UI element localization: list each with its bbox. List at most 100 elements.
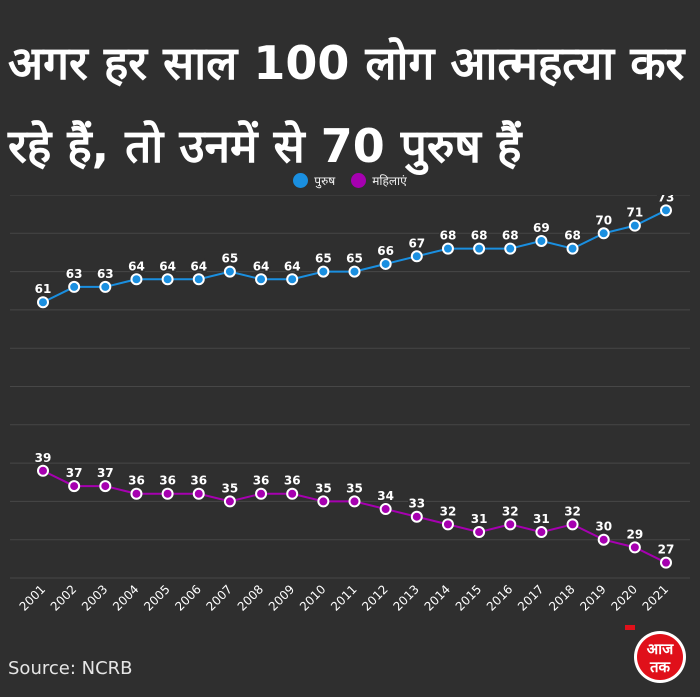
- data-point: [535, 526, 548, 539]
- data-label: 35: [315, 481, 332, 495]
- data-point: [192, 273, 205, 286]
- data-point: [473, 526, 486, 539]
- data-point: [504, 242, 517, 255]
- x-tick-label: 2019: [577, 582, 608, 613]
- data-point: [441, 242, 454, 255]
- legend-swatch-women: [351, 173, 367, 188]
- data-label: 39: [35, 451, 52, 465]
- data-point: [130, 487, 143, 500]
- x-tick-label: 2003: [79, 582, 110, 613]
- data-label: 68: [440, 229, 457, 243]
- x-tick-label: 2016: [484, 582, 515, 613]
- data-label: 63: [66, 267, 83, 281]
- data-label: 32: [502, 504, 519, 518]
- data-label: 33: [408, 497, 425, 511]
- data-point: [660, 204, 672, 217]
- data-point: [660, 556, 672, 569]
- data-label: 32: [564, 504, 581, 518]
- x-tick-label: 2013: [390, 582, 421, 613]
- data-point: [99, 480, 112, 493]
- data-point: [161, 273, 174, 286]
- x-tick-label: 2011: [328, 582, 359, 613]
- data-label: 36: [284, 474, 301, 488]
- logo-text-2: तक: [649, 658, 672, 676]
- x-tick-label: 2021: [640, 582, 671, 613]
- data-point: [317, 495, 330, 508]
- data-label: 61: [35, 282, 52, 296]
- data-label: 31: [533, 512, 550, 526]
- legend-item-men[interactable]: पुरुष: [293, 172, 335, 189]
- data-label: 34: [377, 489, 394, 503]
- data-point: [68, 480, 81, 493]
- x-tick-label: 2010: [297, 582, 328, 613]
- x-tick-label: 2007: [204, 582, 235, 613]
- legend-swatch-men: [293, 173, 309, 188]
- data-label: 35: [222, 481, 239, 495]
- data-point: [37, 464, 49, 477]
- data-point: [597, 227, 610, 240]
- x-tick-label: 2004: [110, 582, 141, 613]
- data-point: [161, 487, 174, 500]
- data-point: [348, 265, 361, 278]
- data-point: [566, 518, 579, 531]
- data-point: [223, 495, 236, 508]
- x-tick-label: 2018: [546, 582, 577, 613]
- data-point: [410, 250, 423, 263]
- data-label: 35: [346, 481, 363, 495]
- data-label: 27: [658, 543, 675, 557]
- data-point: [37, 296, 49, 309]
- data-point: [597, 533, 610, 546]
- legend-label-women: महिलाएं: [372, 174, 407, 188]
- data-label: 36: [190, 474, 207, 488]
- data-point: [566, 242, 579, 255]
- data-point: [379, 503, 392, 516]
- x-tick-label: 2014: [422, 582, 453, 613]
- data-point: [68, 280, 81, 293]
- data-point: [255, 487, 268, 500]
- data-label: 65: [222, 252, 239, 266]
- data-point: [317, 265, 330, 278]
- data-label: 63: [97, 267, 114, 281]
- data-label: 69: [533, 221, 550, 235]
- data-label: 65: [315, 252, 332, 266]
- data-label: 64: [128, 259, 145, 273]
- data-point: [130, 273, 143, 286]
- legend-item-women[interactable]: महिलाएं: [351, 172, 407, 189]
- data-point: [628, 219, 641, 232]
- x-tick-label: 2002: [48, 582, 79, 613]
- data-label: 68: [564, 229, 581, 243]
- data-label: 65: [346, 252, 363, 266]
- data-label: 32: [440, 504, 457, 518]
- x-tick-label: 2009: [266, 582, 297, 613]
- data-label: 30: [595, 520, 612, 534]
- data-point: [379, 257, 392, 270]
- source-note: Source: NCRB: [8, 658, 133, 679]
- x-tick-label: 2005: [141, 582, 172, 613]
- data-point: [473, 242, 486, 255]
- data-point: [441, 518, 454, 531]
- data-label: 64: [159, 259, 176, 273]
- data-point: [192, 487, 205, 500]
- data-label: 64: [253, 259, 270, 273]
- x-tick-label: 2008: [235, 582, 266, 613]
- line-chart: 61 63 63 64 64 64 65 64 64 65 65 66 67 68 68 68 69 68 70 71…: [10, 195, 690, 614]
- data-label: 71: [626, 206, 643, 220]
- data-label: 64: [190, 259, 207, 273]
- data-label: 70: [595, 213, 612, 227]
- chart-legend: पुरुष महिलाएं: [0, 172, 700, 189]
- chart-title: अगर हर साल 100 लोग आत्महत्या कर रहे हैं,…: [8, 36, 685, 173]
- data-label: 36: [253, 474, 270, 488]
- data-point: [223, 265, 236, 278]
- x-tick-label: 2020: [608, 582, 639, 613]
- data-label: 67: [408, 236, 425, 250]
- data-point: [286, 487, 299, 500]
- data-label: 36: [159, 474, 176, 488]
- data-point: [99, 280, 112, 293]
- aaj-tak-logo: आज तक: [625, 625, 686, 683]
- data-label: 37: [66, 466, 83, 480]
- data-point: [504, 518, 517, 531]
- data-label: 36: [128, 474, 145, 488]
- data-point: [286, 273, 299, 286]
- data-point: [348, 495, 361, 508]
- data-point: [410, 510, 423, 523]
